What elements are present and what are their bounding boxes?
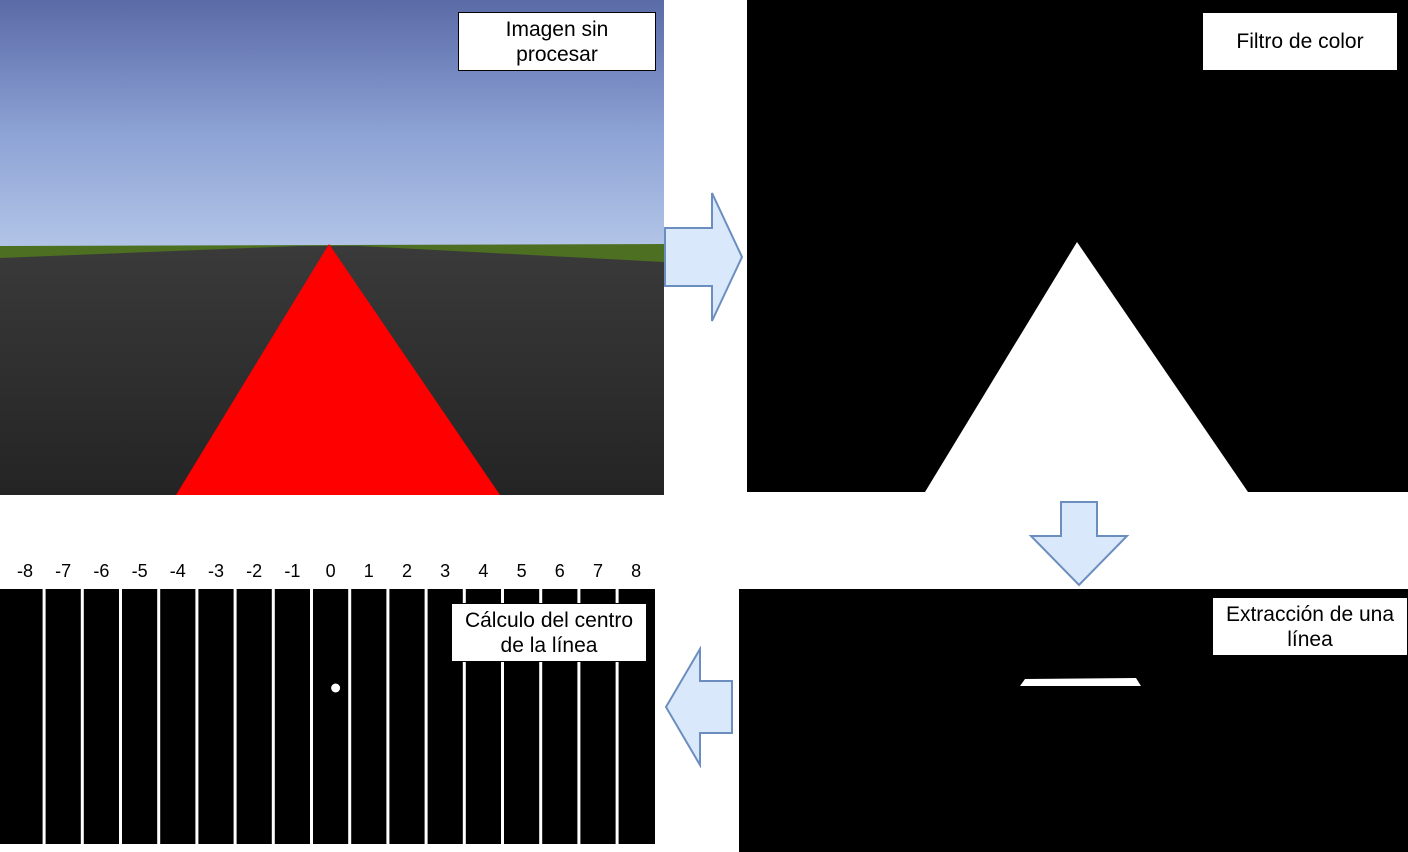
segment-divider	[348, 589, 352, 844]
white-triangle-mask	[925, 242, 1248, 492]
segment-divider	[539, 589, 543, 844]
segment-divider	[386, 589, 390, 844]
segment-divider	[271, 589, 275, 844]
center-label-line2: de la línea	[500, 633, 598, 657]
segment-label: 6	[554, 561, 565, 581]
line-label-line2: línea	[1287, 627, 1333, 651]
segment-divider	[80, 589, 84, 844]
segment-label: -4	[169, 561, 186, 581]
filter-label-text: Filtro de color	[1236, 30, 1364, 53]
raw-camera-image	[0, 0, 664, 495]
segment-divider	[462, 589, 466, 844]
red-line	[176, 244, 500, 495]
arrow-left	[664, 646, 733, 768]
center-label-line1: Cálculo del centro	[464, 608, 634, 632]
line-extraction-label: Extracción de una línea	[1212, 597, 1408, 656]
arrow-right	[664, 192, 744, 322]
segment-label: 2	[401, 561, 412, 581]
segment-label: 1	[363, 561, 374, 581]
segment-label: -5	[131, 561, 148, 581]
segment-divider	[195, 589, 199, 844]
line-center-dot	[331, 683, 341, 693]
segment-divider	[157, 589, 161, 844]
segment-label: 5	[516, 561, 527, 581]
segment-divider	[615, 589, 619, 844]
segment-label: 8	[631, 561, 642, 581]
segment-divider	[501, 589, 504, 844]
extracted-line	[1020, 678, 1141, 686]
segment-label: 4	[478, 561, 489, 581]
color-filter-panel: Filtro de color	[747, 0, 1408, 492]
center-calculation-label: Cálculo del centro de la línea	[451, 603, 647, 662]
segment-label: -1	[284, 561, 301, 581]
raw-image-label: Imagen sin procesar	[458, 12, 656, 71]
segment-label: -2	[246, 561, 263, 581]
center-calculation-panel: Cálculo del centro de la línea	[0, 589, 655, 844]
segment-divider	[310, 589, 313, 844]
filtered-mask	[925, 242, 1248, 492]
segment-label: -6	[93, 561, 110, 581]
line-label-line1: Extracción de una	[1225, 602, 1395, 626]
segment-label: -3	[207, 561, 224, 581]
segment-label: 3	[440, 561, 451, 581]
filter-label: Filtro de color	[1202, 12, 1398, 71]
segment-divider	[119, 589, 122, 844]
raw-image-panel: Imagen sin procesar	[0, 0, 664, 495]
segment-label: -8	[16, 561, 33, 581]
segment-label: 7	[592, 561, 603, 581]
segment-divider	[424, 589, 428, 844]
line-extraction-panel: Extracción de una línea	[739, 589, 1408, 852]
segment-label: -7	[55, 561, 72, 581]
segment-label: 0	[325, 561, 336, 581]
segment-divider	[577, 589, 581, 844]
raw-label-line1: Imagen sin	[505, 17, 609, 41]
white-line-segment	[1020, 678, 1141, 686]
segment-divider	[233, 589, 237, 844]
raw-label-line2: procesar	[516, 42, 598, 66]
arrow-down	[1028, 501, 1130, 587]
segments-grid	[42, 589, 619, 844]
segment-divider	[42, 589, 46, 844]
